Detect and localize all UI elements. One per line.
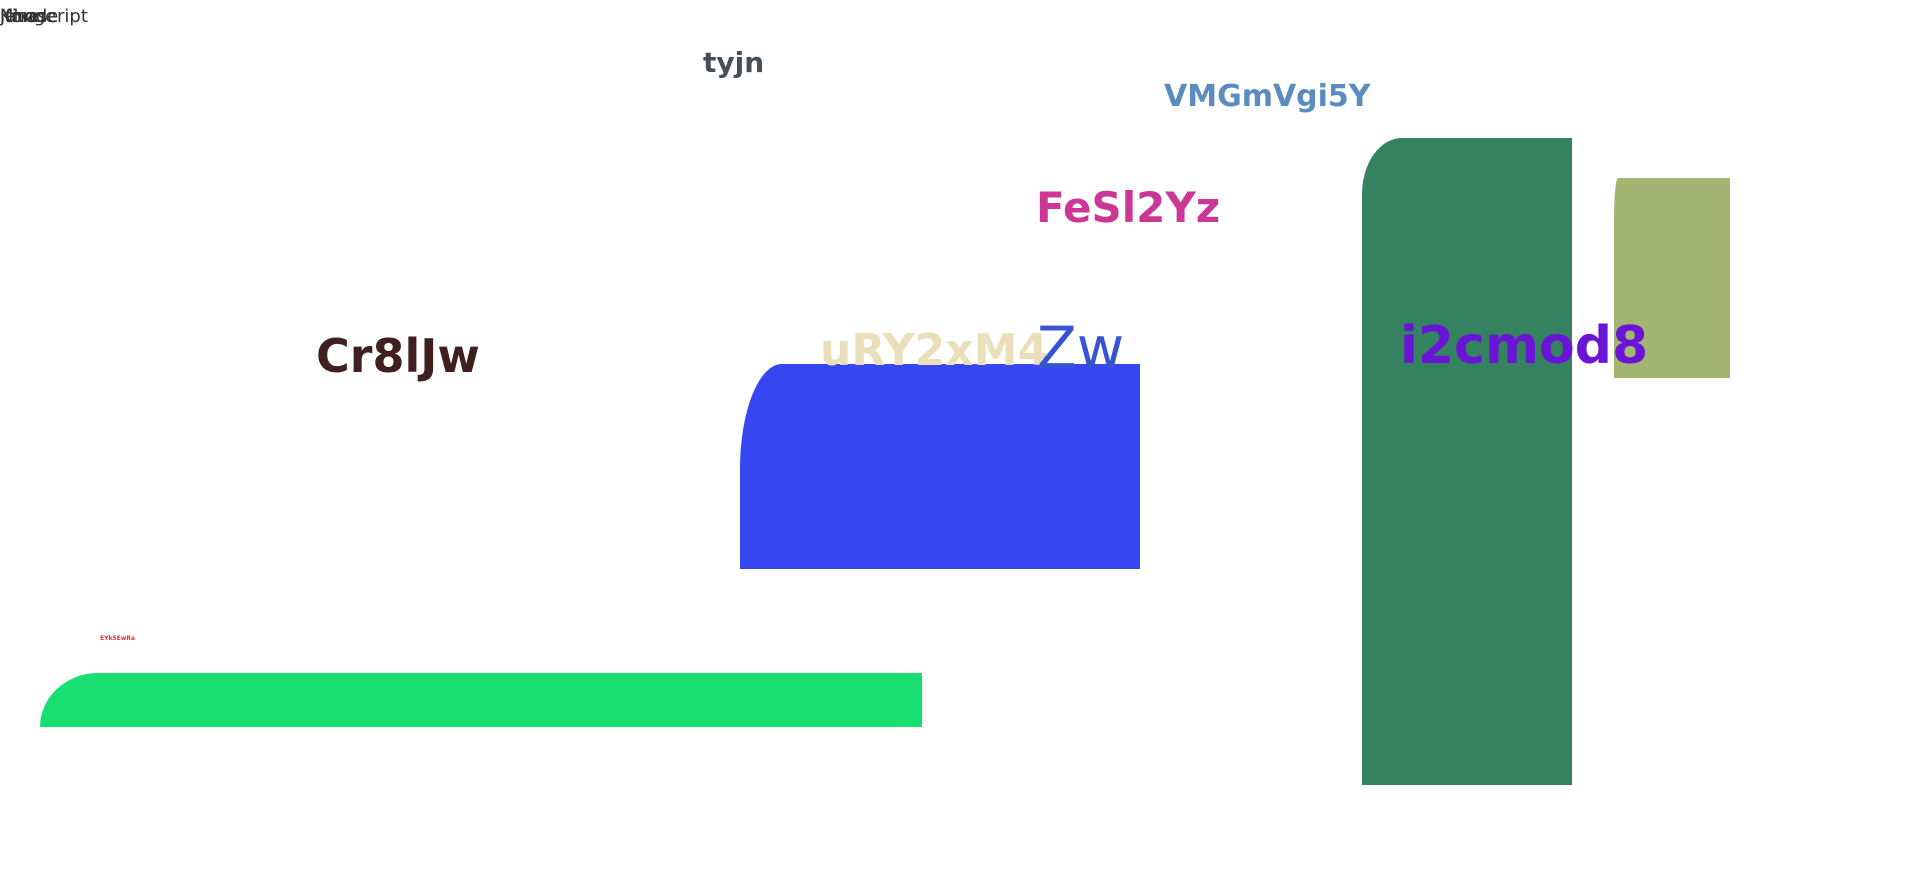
label-tyjn: tyjn <box>703 46 765 79</box>
label-cr8ljw: Cr8lJw <box>316 329 480 383</box>
label-fesl2yz: FeSl2Yz <box>1036 183 1221 232</box>
label-i2cmod8: i2cmod8 <box>1400 316 1649 376</box>
corner-fragment-4: Kine <box>0 6 40 27</box>
blue-block <box>740 364 1140 569</box>
label-zw: Zw <box>1037 314 1125 382</box>
dark-green-block <box>1362 138 1572 785</box>
label-ury2xm4: uRY2xM4 <box>820 325 1049 376</box>
corner-fragment-2: jfonge <box>0 6 57 27</box>
olive-block <box>1614 178 1730 378</box>
corner-fragment-1: javascript <box>0 6 88 27</box>
bright-green-bar <box>40 673 922 727</box>
label-tiny-red: EYk5EwRa <box>100 635 135 642</box>
corner-fragment-3: Nhode <box>0 6 59 27</box>
label-vmgmvgi5y: VMGmVgi5Y <box>1164 79 1371 114</box>
